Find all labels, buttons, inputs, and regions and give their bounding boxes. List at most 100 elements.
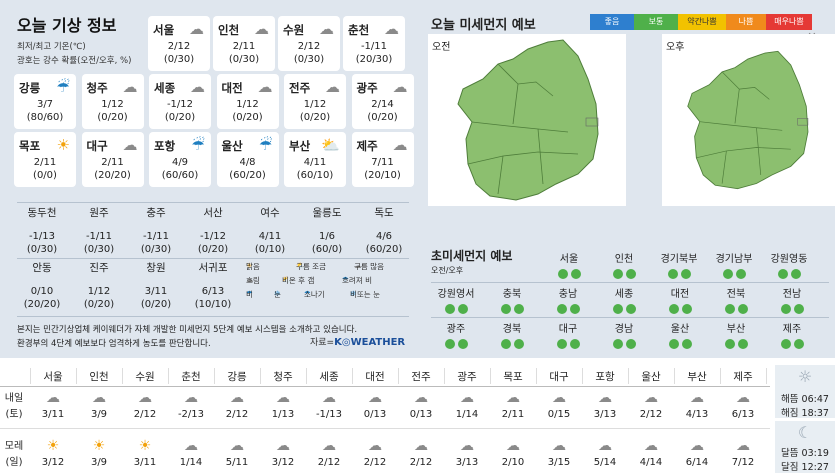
am-level-dot [777,269,788,279]
cloud-icon: ☁ [414,390,428,406]
forecast-city: 포항 [595,371,615,383]
rain-then-clear-icon: ⛅ [282,275,292,284]
forecast-city: 강릉 [227,371,247,383]
region-forecast: 경북 [489,320,535,349]
cloud-icon: ☁ [122,136,138,154]
city-card[interactable]: 서울 ☁ 2/12 (0/30) [148,16,210,71]
city-card[interactable]: 제주 ☁ 7/11 (20/10) [351,132,414,187]
day-name: 모레 [4,441,24,452]
forecast-temp: 2/12 [363,457,387,468]
city-name: 진주 [89,262,109,274]
cloud-icon: ☁ [392,136,408,154]
temp-range: -1/11 [360,41,388,52]
temp-caption: 최저/최고 기온(℃) [17,42,86,52]
city-name: 강릉 [19,81,41,95]
city-card[interactable]: 세종 ☁ -1/12 (0/20) [149,74,211,129]
small-city-cell: 울릉도 1/6 (60/0) [301,207,353,256]
moonrise-time: 달뜸 03:19 [781,448,829,459]
cloud-icon: ☁ [598,438,612,454]
am-level-dot [557,269,568,279]
forecast-temp: 3/9 [90,409,108,420]
cloud-icon: ☁ [46,390,60,406]
forecast-temp: 2/12 [317,457,341,468]
forecast-temp: 4/13 [685,409,709,420]
region-forecast: 대구 [545,320,591,349]
legend-label: 소나기 [304,290,325,299]
temp-range: -1/13 [28,231,56,242]
rain-icon: ☔ [191,136,205,154]
legend-label: 흐림 [246,276,260,285]
row-label: 모레 (일) [2,439,26,471]
rain-icon: ☔ [259,136,273,154]
forecast-header: 서울 인천 수원 춘천 강릉 청주 세종 대전 전주 광주 목포 대구 포항 울산 부산 제주 [0,365,770,387]
cloud-icon: ☁ [322,390,336,406]
small-city-cell: 안동 0/10 (20/20) [16,262,68,311]
temp-range: 4/6 [375,231,393,242]
am-level-dot [500,339,511,349]
precip-prob: (0/30) [293,54,325,65]
city-card[interactable]: 인천 ☁ 2/11 (0/30) [213,16,275,71]
precip-prob: (10/10) [194,299,232,310]
pm-level-dot [625,304,636,314]
city-card[interactable]: 포항 ☔ 4/9 (60/60) [149,132,211,187]
region-name: 경북 [502,324,522,335]
cloud-icon: ☁ [552,390,566,406]
kweather-logo: K◎WEATHER [334,337,406,348]
small-city-cell: 서귀포 6/13 (10/10) [187,262,239,311]
temp-range: 1/12 [87,286,111,297]
cloud-icon: ☁ [690,390,704,406]
city-card[interactable]: 부산 ⛅ 4/11 (60/10) [284,132,346,187]
region-name: 대구 [558,324,578,335]
small-city-cell: 충주 -1/11 (0/30) [130,207,182,256]
region-forecast: 강원영서 [433,285,479,314]
city-card[interactable]: 울산 ☔ 4/8 (60/20) [216,132,279,187]
am-level-dot [722,269,733,279]
region-name: 광주 [446,324,466,335]
city-name: 서귀포 [198,262,228,274]
city-card[interactable]: 목포 ☀ 2/11 (0/0) [14,132,76,187]
city-card[interactable]: 대구 ☁ 2/11 (20/20) [81,132,144,187]
city-card[interactable]: 전주 ☁ 1/12 (0/20) [284,74,346,129]
region-forecast: 전남 [769,285,815,314]
forecast-city: 부산 [687,371,707,383]
city-name: 청주 [86,81,108,95]
forecast-temp: 0/15 [547,409,571,420]
cloud-icon: ☁ [392,78,408,96]
cloud-icon: ☁ [138,390,152,406]
column-divider [30,368,31,384]
cloud-icon: ☁ [644,438,658,454]
sun-icon: ☀ [246,261,253,270]
pm-level-dot [793,304,804,314]
temp-range: 1/12 [303,99,327,110]
cloud-icon: ☁ [184,390,198,406]
region-name: 경기북부 [660,254,698,265]
forecast-city: 세종 [319,371,339,383]
cloud-icon: ☁ [598,390,612,406]
am-level-dot [556,339,567,349]
divider [431,317,829,318]
sun-icon: ☀ [56,136,70,154]
city-card[interactable]: 광주 ☁ 2/14 (0/20) [351,74,414,129]
region-name: 부산 [726,324,746,335]
city-card[interactable]: 춘천 ☁ -1/11 (20/30) [343,16,405,71]
forecast-temp: 4/14 [639,457,663,468]
am-level-dot [668,304,679,314]
city-card[interactable]: 강릉 ☔ 3/7 (80/60) [14,74,76,129]
column-divider [168,368,169,384]
dust-level-1: 보통 [634,14,678,30]
snow-icon: ❄ [274,289,281,298]
precip-prob: (0/0) [33,170,57,181]
city-card[interactable]: 대전 ☁ 1/12 (0/20) [216,74,279,129]
row-label: 내일 (토) [2,391,26,423]
column-divider [352,368,353,384]
precip-prob: (60/0) [311,244,343,255]
forecast-city: 인천 [89,371,109,383]
am-level-dot [780,339,791,349]
region-name: 전남 [782,289,802,300]
pm-dust-map: 오후 [662,34,835,206]
forecast-temp: 3/11 [41,409,65,420]
forecast-temp: 5/14 [593,457,617,468]
city-card[interactable]: 청주 ☁ 1/12 (0/20) [81,74,144,129]
city-card[interactable]: 수원 ☁ 2/12 (0/30) [278,16,340,71]
column-divider [398,368,399,384]
